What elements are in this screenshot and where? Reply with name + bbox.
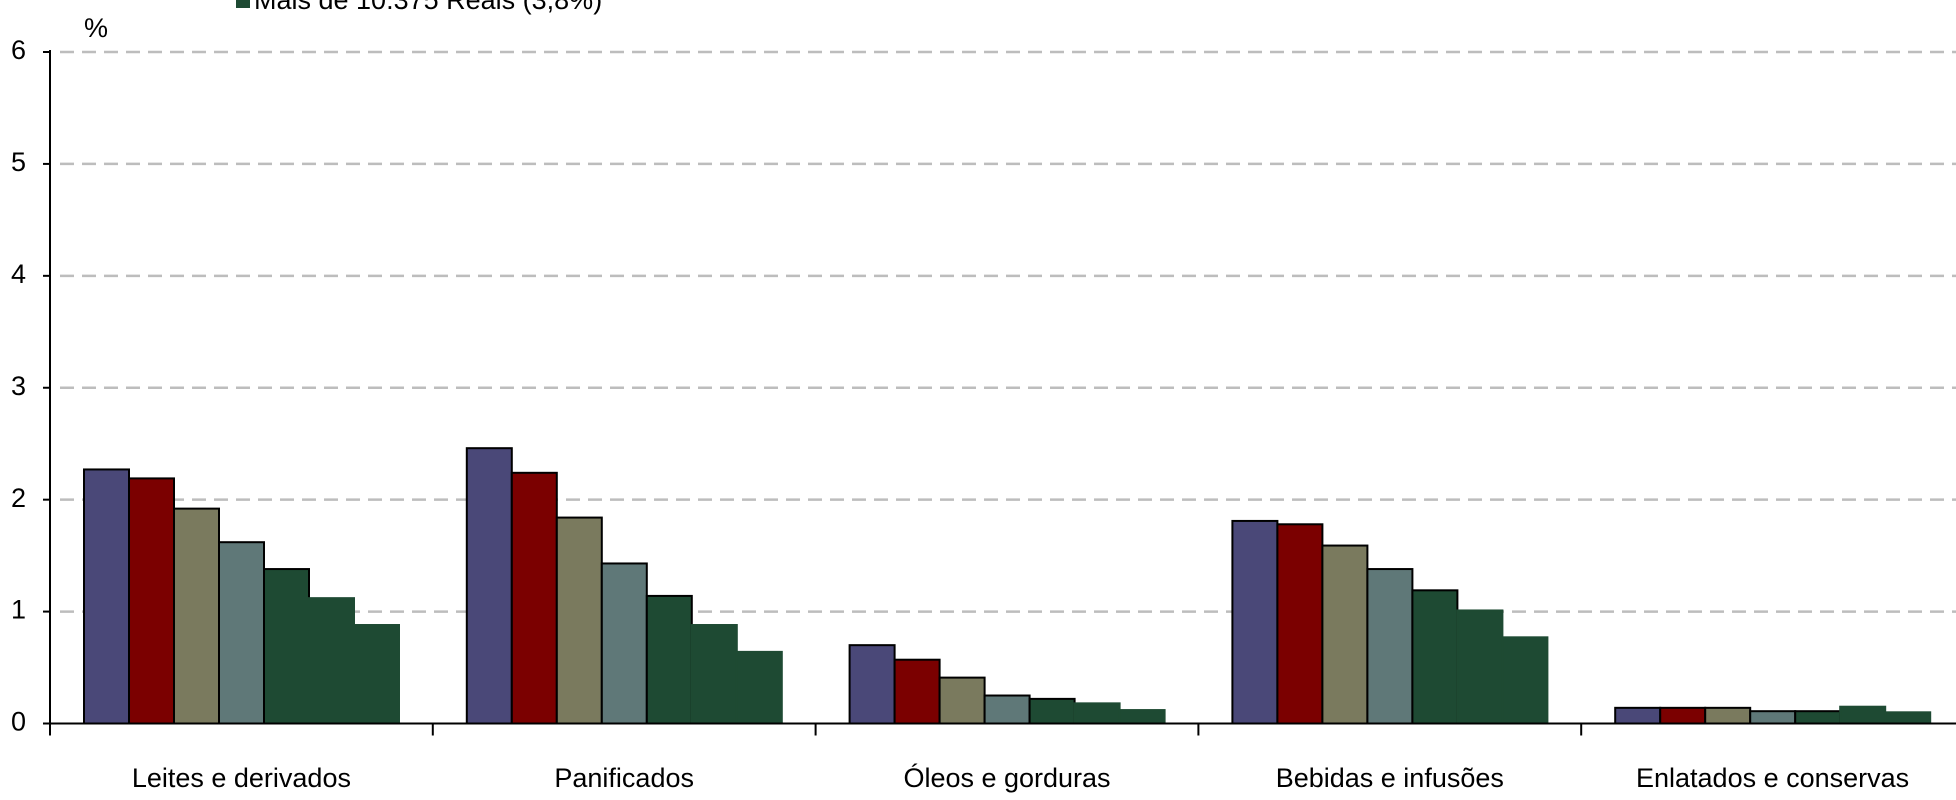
x-tick-label: Bebidas e infusões (1276, 763, 1504, 793)
bar (600, 562, 648, 725)
bar (848, 644, 896, 725)
y-tick-label: 3 (11, 371, 26, 401)
legend-swatch (236, 0, 250, 8)
y-tick-label: 0 (11, 707, 26, 737)
y-tick-label: 6 (11, 35, 26, 65)
bar (1118, 709, 1166, 725)
bar (1456, 609, 1504, 725)
y-tick-label: 2 (11, 483, 26, 513)
bar (1839, 705, 1887, 725)
bar (1073, 702, 1121, 725)
bar (1276, 523, 1324, 725)
bar (510, 471, 558, 725)
bar (1231, 519, 1279, 725)
bar (1614, 706, 1662, 725)
bar (218, 541, 265, 725)
bar (555, 516, 603, 725)
bar (1501, 636, 1549, 725)
bar (128, 477, 175, 725)
bar (1366, 568, 1414, 725)
bar (353, 624, 400, 725)
x-tick-label: Óleos e gorduras (903, 762, 1110, 793)
bar (173, 507, 220, 725)
y-tick-label: 4 (11, 259, 26, 289)
x-tick-label: Enlatados e conservas (1636, 763, 1909, 793)
bar (645, 594, 693, 725)
bar (308, 597, 355, 725)
legend-label: Mais de 10.375 Reais (3,8%) (254, 0, 602, 15)
y-tick-label: 1 (11, 595, 26, 625)
y-axis-label: % (84, 13, 108, 43)
bar (1411, 589, 1459, 725)
bar (983, 694, 1031, 725)
x-tick-label: Panificados (554, 763, 694, 793)
bar (735, 650, 783, 725)
bar (83, 468, 130, 725)
bar (1321, 544, 1369, 725)
x-tick-label: Leites e derivados (132, 763, 351, 793)
y-tick-label: 5 (11, 147, 26, 177)
bar (1884, 711, 1932, 725)
bar (1028, 697, 1076, 725)
bar (893, 658, 941, 725)
bar (938, 676, 986, 725)
bar (1749, 710, 1797, 725)
bar (1704, 706, 1752, 725)
bar (1794, 710, 1842, 725)
bar (1659, 706, 1707, 725)
bar (690, 624, 738, 725)
bar (465, 447, 513, 725)
bar (263, 568, 310, 725)
